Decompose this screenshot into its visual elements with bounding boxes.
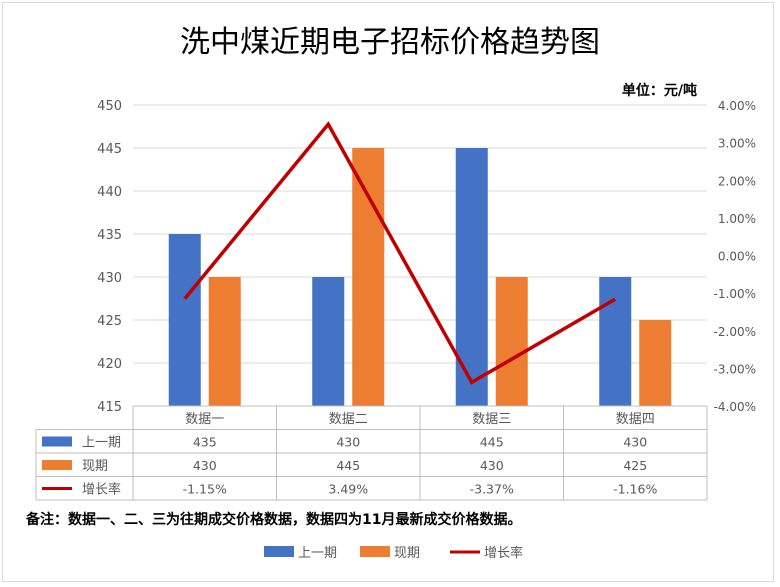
- table-cell: 430: [336, 435, 360, 450]
- table-cell: 435: [193, 435, 217, 450]
- legend-key-现期: [360, 546, 390, 557]
- line-增长率: [183, 121, 617, 385]
- table-cell: -1.15%: [183, 482, 227, 497]
- legend-key-上一期: [264, 546, 294, 557]
- x-tick-label: 数据二: [329, 412, 368, 427]
- table-cell: -1.16%: [613, 482, 657, 497]
- table-row-label: 增长率: [82, 482, 121, 498]
- chart-frame: [2, 2, 774, 582]
- bar-现期: [495, 277, 528, 406]
- y-right-tick-label: -1.00%: [714, 287, 756, 301]
- y-right-tick-label: -2.00%: [714, 325, 756, 339]
- chart-title: 洗中煤近期电子招标价格趋势图: [180, 25, 600, 60]
- bar-现期: [352, 148, 385, 406]
- x-tick-label: 数据三: [472, 412, 511, 427]
- y-right-tick-label: 1.00%: [718, 212, 756, 226]
- bar-上一期: [455, 148, 488, 406]
- line-layer: [183, 121, 617, 385]
- table-key-上一期: [42, 436, 72, 447]
- bar-上一期: [168, 234, 201, 406]
- y-left-tick-label: 425: [97, 314, 122, 329]
- chart-note: 备注：数据一、二、三为往期成交价格数据，数据四为11月最新成交价格数据。: [25, 511, 521, 528]
- y-right-tick-label: 2.00%: [718, 174, 756, 188]
- y-left-tick-label: 435: [97, 228, 122, 243]
- legend-label: 现期: [394, 546, 420, 561]
- table-cell: 425: [623, 458, 647, 473]
- y-right-tick-label: 0.00%: [718, 250, 756, 264]
- y-left-tick-label: 420: [97, 357, 122, 372]
- x-tick-label: 数据一: [185, 412, 224, 427]
- legend: 上一期 现期 增长率: [264, 545, 523, 561]
- legend-label: 上一期: [298, 546, 337, 561]
- bar-上一期: [599, 277, 632, 406]
- legend-label: 增长率: [484, 545, 523, 561]
- y-right-tick-label: 3.00%: [718, 137, 756, 151]
- table-cell: 445: [480, 435, 504, 450]
- table-cell: -3.37%: [470, 482, 514, 497]
- table-cell: 430: [480, 458, 504, 473]
- x-tick-label: 数据四: [616, 412, 655, 427]
- table-cell: 3.49%: [328, 482, 368, 497]
- y-right-tick-label: -4.00%: [714, 400, 756, 414]
- y-right-tick-label: 4.00%: [718, 99, 756, 113]
- bar-现期: [639, 320, 672, 406]
- y-left-tick-label: 415: [97, 400, 122, 415]
- table-row-label: 现期: [82, 459, 108, 474]
- table-key-现期: [42, 460, 72, 470]
- y-left-tick-label: 430: [97, 271, 122, 286]
- bar-现期: [208, 277, 241, 406]
- y-left-tick-label: 440: [97, 185, 122, 200]
- bar-上一期: [312, 277, 345, 406]
- y-left-tick-label: 445: [97, 142, 122, 157]
- table-cell: 430: [193, 458, 217, 473]
- y-right-tick-label: -3.00%: [714, 362, 756, 376]
- axis-layer: 415 420 425 430 435 440 445 450 -4.00% -3.00% -2.0…: [97, 99, 756, 415]
- y-left-tick-label: 450: [97, 99, 122, 114]
- table-cell: 430: [623, 435, 647, 450]
- bar-layer: [168, 148, 672, 406]
- table-cell: 445: [336, 458, 360, 473]
- unit-label: 单位：元/吨: [622, 82, 697, 99]
- table-row-label: 上一期: [82, 436, 121, 451]
